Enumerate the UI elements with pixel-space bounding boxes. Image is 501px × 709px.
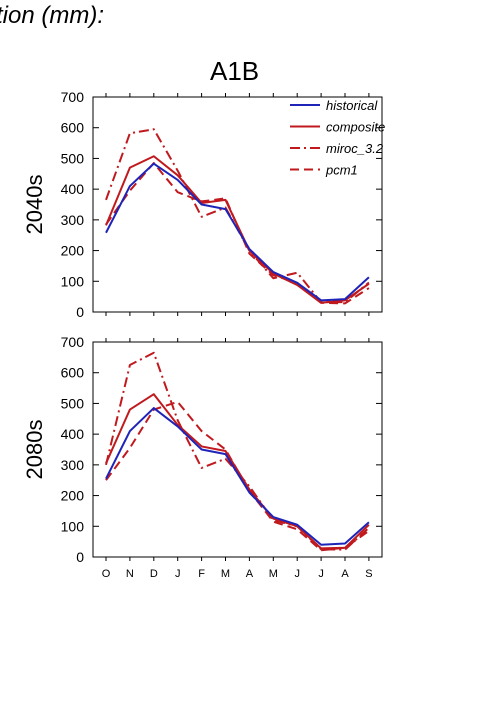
panel-2080s: 0 100 200 300 400 500 600 700 O N D J F M A M J J A S 2080s: [22, 334, 383, 580]
series-line-historical: [105, 162, 370, 302]
y-tick-label: 300: [61, 212, 85, 228]
y-tick-label: 400: [61, 426, 85, 442]
x-tick-label: M: [269, 568, 278, 580]
panel-label: 2080s: [22, 420, 47, 480]
figure-header-title: tion (mm):: [0, 2, 104, 29]
x-tick-label: A: [341, 568, 349, 580]
x-tick-label: M: [221, 568, 230, 580]
plot-frame: [92, 96, 383, 313]
x-tick-label: J: [175, 568, 181, 580]
y-tick-label: 300: [61, 457, 85, 473]
x-tick-label: O: [102, 568, 111, 580]
x-tick-label: F: [198, 568, 205, 580]
series-line-pcm1: [105, 162, 370, 305]
plot-frame: [92, 341, 383, 558]
scenario-label: A1B: [210, 56, 260, 86]
y-tick-label: 500: [61, 395, 85, 411]
x-tick-label: D: [150, 568, 158, 580]
legend-label: historical: [326, 98, 378, 113]
x-tick-label: A: [246, 568, 254, 580]
x-tick-label: S: [365, 568, 372, 580]
x-tick-label: N: [126, 568, 134, 580]
legend-label: miroc_3.2: [326, 141, 384, 156]
y-tick-label: 200: [61, 488, 85, 504]
y-tick-label: 0: [76, 549, 84, 565]
y-tick-label: 600: [61, 120, 85, 136]
panel-2040s: 0 100 200 300 400 500 600 700 2040s historical com…: [22, 89, 385, 320]
y-tick-label: 100: [61, 273, 85, 289]
y-tick-label: 100: [61, 518, 85, 534]
y-tick-label: 200: [61, 243, 85, 259]
series-line-pcm1: [105, 400, 370, 552]
series-line-composite: [105, 155, 370, 304]
y-tick-label: 700: [61, 89, 85, 105]
y-tick-label: 500: [61, 150, 85, 166]
y-tick-label: 400: [61, 181, 85, 197]
y-tick-label: 0: [76, 304, 84, 320]
series-line-historical: [105, 407, 370, 546]
legend-label: composite: [326, 120, 385, 135]
x-tick-label: J: [318, 568, 324, 580]
panel-label: 2040s: [22, 175, 47, 235]
y-tick-label: 600: [61, 365, 85, 381]
y-tick-label: 700: [61, 334, 85, 350]
x-tick-label: J: [294, 568, 300, 580]
legend-label: pcm1: [325, 163, 358, 178]
series-line-miroc-3-2: [105, 351, 370, 551]
